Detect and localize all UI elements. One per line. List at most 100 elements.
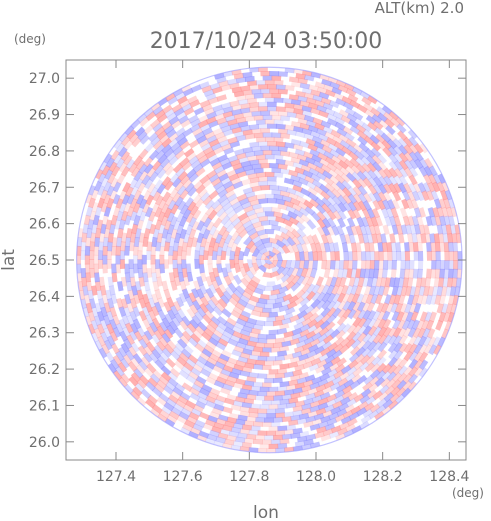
field-cell: [137, 130, 148, 141]
field-cell: [432, 173, 442, 185]
field-cell: [336, 224, 345, 236]
field-cell: [325, 189, 337, 200]
field-cell: [334, 121, 346, 131]
field-cell: [272, 246, 281, 256]
field-cell: [427, 181, 436, 193]
field-cell: [284, 159, 295, 167]
field-cell: [125, 281, 133, 292]
field-cell: [260, 110, 271, 116]
field-cell: [189, 387, 200, 397]
field-cell: [281, 266, 291, 277]
field-cell: [300, 407, 312, 415]
field-cell: [398, 357, 409, 369]
field-cell: [207, 299, 217, 310]
field-cell: [397, 372, 408, 384]
field-cell: [189, 123, 201, 133]
field-cell: [178, 319, 189, 331]
field-cell: [158, 223, 166, 235]
field-cell: [123, 202, 132, 213]
field-cell: [357, 135, 368, 146]
field-cell: [112, 314, 121, 326]
field-cell: [231, 349, 242, 358]
field-cell: [301, 127, 313, 136]
field-cell: [365, 148, 376, 159]
field-cell: [259, 294, 270, 301]
field-cell: [248, 331, 259, 339]
field-cell: [269, 184, 280, 191]
field-cell: [338, 421, 350, 431]
field-cell: [322, 102, 334, 111]
field-cell: [142, 352, 153, 363]
field-cell: [301, 87, 313, 95]
field-cell: [290, 174, 301, 183]
field-cell: [181, 250, 187, 260]
field-cell: [346, 417, 358, 427]
field-cell: [319, 73, 330, 82]
field-cell: [134, 177, 144, 189]
field-cell: [182, 208, 192, 219]
x-axis-ticks: 127.4 127.6 127.8 128.0 128.2 128.4: [96, 60, 469, 485]
field-cell: [337, 300, 347, 311]
field-cell: [331, 86, 343, 95]
field-cell: [216, 135, 228, 144]
field-cell: [319, 183, 330, 194]
field-cell: [109, 318, 118, 330]
field-cell: [280, 273, 291, 283]
field-cell: [342, 308, 352, 320]
field-cell: [311, 234, 320, 245]
field-cell: [136, 326, 146, 338]
field-cell: [282, 293, 293, 302]
field-cell: [211, 279, 220, 291]
field-cell: [299, 328, 310, 338]
y-tick-label: 26.8: [29, 144, 60, 160]
field-cell: [146, 363, 157, 374]
field-cell: [327, 203, 338, 214]
field-cell: [219, 157, 231, 167]
field-cell: [203, 344, 215, 354]
field-cell: [426, 328, 436, 339]
field-cell: [328, 362, 340, 372]
field-cell: [434, 294, 442, 306]
field-cell: [356, 407, 368, 417]
field-cell: [342, 300, 352, 312]
field-cell: [336, 153, 348, 164]
field-cell: [358, 142, 370, 153]
field-cell: [313, 389, 325, 398]
field-cell: [348, 276, 356, 288]
field-cell: [357, 400, 369, 411]
field-cell: [226, 434, 237, 442]
field-cell: [101, 293, 109, 305]
field-cell: [383, 392, 395, 403]
field-cell: [171, 316, 181, 328]
field-cell: [323, 380, 335, 390]
field-cell: [277, 385, 288, 392]
field-cell: [323, 404, 335, 413]
y-tick-label: 26.0: [29, 435, 60, 451]
field-cell: [213, 165, 225, 175]
field-cell: [375, 216, 384, 227]
field-cell: [199, 387, 211, 397]
field-cell: [176, 245, 183, 256]
field-cell: [172, 87, 184, 97]
field-cell: [314, 81, 326, 89]
field-cell: [417, 182, 427, 193]
field-cell: [265, 246, 275, 252]
field-cell: [355, 242, 362, 253]
field-cell: [220, 250, 227, 260]
field-cell: [213, 440, 224, 448]
field-cell: [300, 164, 312, 173]
field-cell: [155, 143, 166, 154]
field-cell: [120, 373, 131, 384]
field-cell: [425, 215, 433, 227]
field-cell: [279, 168, 291, 175]
field-cell: [447, 198, 456, 209]
field-cell: [412, 241, 419, 252]
field-cell: [310, 357, 322, 367]
field-cell: [84, 263, 91, 274]
field-cell: [382, 326, 392, 338]
field-cell: [371, 207, 381, 219]
field-cell: [243, 286, 255, 297]
field-cell: [418, 224, 426, 235]
field-cell: [337, 377, 349, 387]
field-cell: [443, 198, 451, 209]
